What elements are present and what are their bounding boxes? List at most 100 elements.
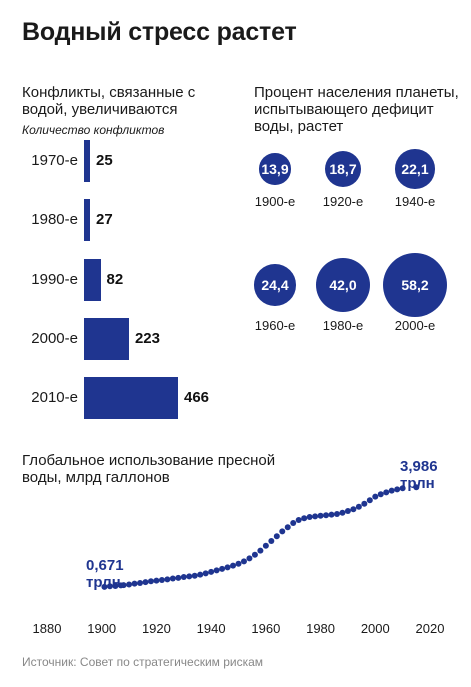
page-title: Водный стресс растет [22,18,297,46]
water-deficit-bubble-chart: 13,9 1900-е 18,7 1920-е 22,1 1940-е 24,4 1960-е… [254,149,447,333]
scatter-point [295,517,302,523]
start-annotation-unit: трлн [86,574,121,591]
bubble-value-label: 18,7 [329,160,357,177]
bubble-category-label: 2000-е [394,318,436,333]
scatter-point [235,560,242,567]
bar-category-label: 2010-е [31,389,78,406]
bubble: 22,1 [395,149,435,189]
scatter-point [186,573,193,580]
bar [84,377,178,419]
scatter-point [213,567,220,574]
scatter-point [344,508,351,514]
scatter-point [224,564,231,571]
bar [84,259,101,301]
end-annotation: 3,986 трлн [400,458,438,492]
scatter-point [372,493,379,500]
scatter-point [197,571,204,578]
scatter-point [175,574,182,581]
bubble-category-label: 1940-е [394,194,436,209]
bubble: 42,0 [315,257,371,313]
scatter-point [328,511,335,518]
bar-value-label: 223 [134,330,160,347]
scatter-point [158,577,165,583]
scatter-point [317,512,324,519]
bubble-value-label: 22,1 [401,160,429,177]
bar-category-label: 1990-е [31,271,78,288]
scatter-point [350,506,357,513]
x-tick-label: 1940 [196,621,226,636]
x-tick-label: 1900 [87,621,117,636]
scatter-point [279,528,286,535]
scatter-point [251,551,258,558]
x-tick-label: 2000 [360,621,390,636]
bar-value-label: 27 [96,211,113,228]
bar [84,140,90,182]
x-tick-label: 1980 [306,621,336,636]
scatter-point [120,582,127,589]
x-tick-label: 2020 [415,621,445,636]
bar-value-label: 25 [96,152,113,169]
scatter-point [137,580,144,586]
scatter-point [191,572,198,579]
x-tick-label: 1960 [251,621,281,636]
scatter-point [399,485,406,492]
bubble-value-label: 42,0 [329,276,357,293]
source-note: Источник: Совет по стратегическим рискам [22,655,264,669]
water-deficit-chart-title: Процент населения планеты, испытывающего… [254,84,459,135]
bar [84,199,90,241]
scatter-point [106,583,113,590]
end-annotation-unit: трлн [400,475,435,492]
bubble: 58,2 [383,253,447,317]
bubble: 13,9 [259,153,291,185]
conflicts-axis-label: Количество конфликтов [22,123,165,137]
scatter-point [388,487,395,494]
scatter-point [101,583,108,590]
bubble-value-label: 58,2 [401,277,429,293]
scatter-point [208,568,215,575]
scatter-point [301,515,308,522]
scatter-point [131,580,138,587]
scatter-point [306,514,313,520]
scatter-point [257,547,264,554]
bubble: 18,7 [324,150,362,188]
bubble-value-label: 13,9 [261,160,289,177]
scatter-point [230,562,237,569]
x-tick-label: 1880 [32,621,62,636]
scatter-point [262,542,269,549]
start-annotation: 0,671 трлн [86,557,124,591]
start-annotation-value: 0,671 [86,557,124,574]
bubble-value-label: 24,4 [261,276,289,293]
bar-category-label: 2000-е [31,330,78,347]
scatter-point [290,520,297,526]
bar-value-label: 466 [184,389,210,406]
bar-category-label: 1970-е [31,152,78,169]
x-tick-label: 1920 [141,621,171,636]
scatter-point [153,577,160,584]
bubble: 24,4 [254,264,296,306]
scatter-point [361,500,368,507]
bubble-category-label: 1900-е [254,194,296,209]
scatter-point [180,574,187,580]
scatter-point [202,570,209,577]
scatter-point [142,579,149,586]
scatter-point [339,509,346,516]
bar-value-label: 82 [106,271,124,288]
scatter-point [169,575,176,582]
scatter-point [333,511,340,517]
scatter-point [268,538,275,544]
bubble-category-label: 1980-е [322,318,364,333]
freshwater-chart-title: Глобальное использование пресной воды, м… [22,452,276,486]
end-annotation-value: 3,986 [400,458,438,475]
scatter-point [312,513,319,520]
bar [84,318,129,360]
bar-category-label: 1980-е [31,211,78,228]
bubble-category-label: 1960-е [254,318,296,333]
scatter-point [112,583,119,589]
scatter-point [273,533,280,540]
conflicts-chart-title: Конфликты, связанные с водой, увеличиваю… [22,84,196,118]
bubble-category-label: 1920-е [322,194,364,209]
scatter-point [366,497,373,504]
scatter-point [355,503,362,510]
scatter-point [219,565,226,572]
scatter-point [284,524,291,531]
